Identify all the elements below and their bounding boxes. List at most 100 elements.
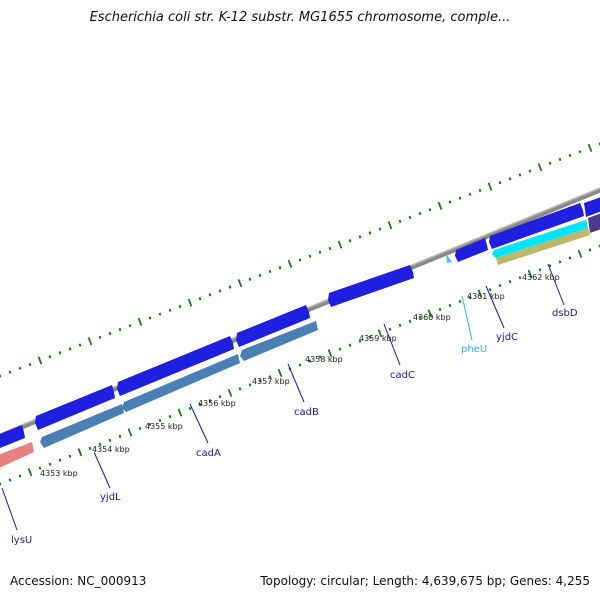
outer-tick [298, 258, 302, 262]
kbp-label: 4358 kbp [305, 355, 343, 364]
inner-tick [568, 256, 572, 260]
gene-label-yjdL[interactable]: yjdL [100, 492, 121, 503]
gene-forward-yjdL[interactable] [35, 385, 115, 430]
inner-tick [218, 395, 222, 399]
inner-tick [458, 299, 462, 304]
gene-label-yjdC[interactable]: yjdC [496, 332, 518, 343]
outer-tick [198, 297, 202, 301]
gene-reverse-cadB[interactable] [240, 321, 318, 361]
inner-tick [577, 249, 583, 258]
leader-pheU [461, 295, 473, 341]
kbp-label: 4357 kbp [252, 377, 290, 386]
gene-khaki-yjdC[interactable] [496, 228, 590, 265]
outer-tick [48, 355, 52, 359]
outer-tick [158, 312, 162, 316]
outer-tick [408, 215, 412, 220]
inner-tick [488, 287, 492, 292]
gene-label-pheU[interactable]: pheU [461, 344, 487, 355]
inner-tick [448, 303, 452, 308]
inner-tick [177, 408, 183, 417]
outer-tick [348, 239, 352, 243]
inner-tick [118, 434, 122, 439]
reverse-strand-features [0, 210, 600, 472]
gene-label-dsbD[interactable]: dsbD [552, 308, 578, 319]
inner-tick [538, 268, 542, 272]
inner-tick [588, 248, 592, 252]
inner-tick [318, 355, 322, 359]
inner-tick [158, 418, 162, 423]
map-title: Escherichia coli str. K-12 substr. MG165… [89, 10, 511, 25]
outer-tick [428, 208, 432, 212]
inner-tick [268, 375, 272, 379]
gene-label-cadA[interactable]: cadA [196, 448, 221, 459]
gene-forward-small[interactable] [455, 238, 488, 262]
inner-tick [27, 468, 33, 477]
outer-tick [378, 227, 382, 231]
outer-tick [578, 150, 582, 154]
gene-forward-dsbD[interactable] [584, 194, 600, 217]
gene-rrna-lysU[interactable] [0, 442, 34, 472]
inner-tick [368, 335, 372, 339]
inner-tick [398, 323, 402, 328]
accession-text: Accession: NC_000913 [10, 574, 147, 588]
forward-strand-features [0, 194, 600, 452]
gene-forward-cadC[interactable] [328, 265, 414, 307]
outer-tick [168, 308, 172, 312]
outer-tick [208, 293, 212, 297]
inner-tick [38, 466, 42, 470]
outer-tick [228, 285, 232, 289]
inner-tick [427, 309, 433, 318]
outer-tick [58, 351, 62, 355]
kbp-label: 4362 kbp [522, 273, 560, 282]
outer-tick [137, 317, 143, 326]
gene-label-cadB[interactable]: cadB [294, 407, 319, 418]
inner-tick [548, 264, 552, 268]
outer-tick [68, 347, 72, 351]
inner-tick [388, 327, 392, 331]
outer-tick [487, 182, 493, 191]
outer-tick [218, 289, 222, 293]
inner-tick [438, 307, 442, 312]
outer-tick [558, 157, 562, 162]
inner-tick [168, 414, 172, 419]
inner-tick [258, 379, 262, 383]
gene-label-cadC[interactable]: cadC [390, 370, 415, 381]
inner-tick [208, 399, 212, 403]
outer-tick [368, 231, 372, 235]
outer-tick [518, 173, 522, 177]
outer-tick [358, 235, 362, 239]
gene-reverse-yjdL[interactable] [40, 404, 124, 448]
outer-tick [498, 181, 502, 185]
outer-tick [448, 200, 452, 204]
gene-forward-1[interactable] [0, 425, 25, 452]
gene-forward-cadB[interactable] [236, 305, 310, 347]
kbp-label: 4360 kbp [413, 313, 451, 322]
outer-tick [187, 298, 193, 307]
leader-yjdL [93, 451, 111, 489]
inner-tick [358, 339, 362, 343]
leader-dsbD [547, 263, 565, 306]
leader-cadA [189, 403, 209, 444]
gene-reverse-cadA[interactable] [122, 354, 240, 412]
outer-tick [128, 324, 132, 328]
inner-tick [377, 329, 383, 338]
inner-tick [68, 454, 72, 458]
outer-tick [118, 327, 122, 332]
inner-tick [338, 347, 342, 351]
gene-purple-dsbD[interactable] [588, 210, 600, 233]
outer-tick [437, 201, 443, 210]
outer-tick [0, 374, 2, 378]
outer-tick [108, 331, 112, 336]
inner-tick [558, 260, 562, 264]
gene-cyan-yjdC[interactable] [492, 220, 588, 258]
gene-forward-cadA[interactable] [117, 336, 234, 396]
inner-tick-row [0, 244, 600, 486]
inner-tick [277, 368, 283, 377]
gene-label-lysU[interactable]: lysU [11, 535, 32, 546]
outer-tick [287, 259, 293, 268]
outer-tick [458, 196, 462, 200]
gene-labels: lysU yjdL cadA cadB cadC pheU yjdC dsbD [11, 308, 578, 546]
kbp-label: 4359 kbp [359, 334, 397, 343]
gene-forward-yjdC[interactable] [489, 203, 584, 249]
gene-trna-pheU[interactable] [446, 254, 452, 263]
